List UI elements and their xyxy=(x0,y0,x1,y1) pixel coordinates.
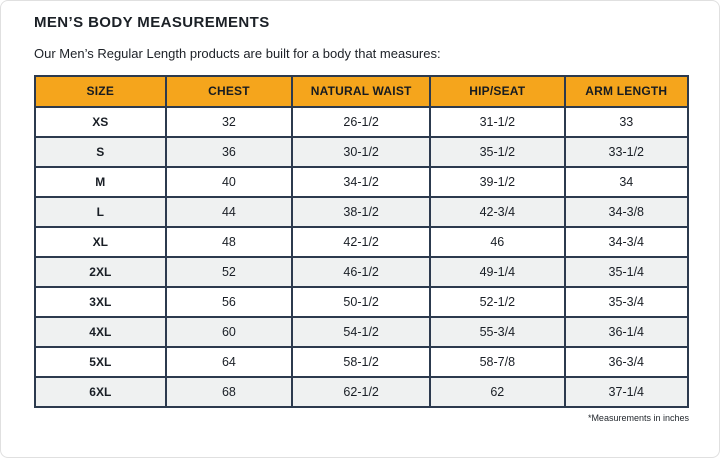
measurement-cell: 55-3/4 xyxy=(429,315,566,348)
intro-text: Our Men’s Regular Length products are bu… xyxy=(34,46,441,61)
measurement-cell: 68 xyxy=(164,375,294,408)
table-row: 4XL 60 54-1/2 55-3/4 36-1/4 xyxy=(34,315,690,348)
measurement-cell: 35-1/4 xyxy=(563,255,690,288)
measurement-cell: 49-1/4 xyxy=(429,255,566,288)
measurement-cell: 26-1/2 xyxy=(291,105,432,138)
measurement-cell: 52-1/2 xyxy=(429,285,566,318)
measurement-cell: 36 xyxy=(164,135,294,168)
measurement-cell: 52 xyxy=(164,255,294,288)
measurement-cell: 31-1/2 xyxy=(429,105,566,138)
measurement-cell: 56 xyxy=(164,285,294,318)
table-row: XL 48 42-1/2 46 34-3/4 xyxy=(34,225,690,258)
measurement-cell: 34-1/2 xyxy=(291,165,432,198)
column-header-chest: CHEST xyxy=(164,74,294,108)
footnote: *Measurements in inches xyxy=(587,412,689,423)
size-cell: L xyxy=(34,195,167,228)
measurement-cell: 64 xyxy=(164,345,294,378)
measurement-cell: 44 xyxy=(164,195,294,228)
measurement-cell: 34 xyxy=(563,165,690,198)
measurement-cell: 46 xyxy=(429,225,566,258)
table-row: 6XL 68 62-1/2 62 37-1/4 xyxy=(34,375,690,408)
measurement-cell: 40 xyxy=(164,165,294,198)
measurement-cell: 42-1/2 xyxy=(291,225,432,258)
measurement-cell: 42-3/4 xyxy=(429,195,566,228)
table-row: 2XL 52 46-1/2 49-1/4 35-1/4 xyxy=(34,255,690,288)
size-cell: 4XL xyxy=(34,315,167,348)
measurement-cell: 54-1/2 xyxy=(291,315,432,348)
measurement-cell: 33 xyxy=(563,105,690,138)
measurement-cell: 60 xyxy=(164,315,294,348)
measurement-cell: 62 xyxy=(429,375,566,408)
table-header-row: SIZE CHEST NATURAL WAIST HIP/SEAT ARM LE… xyxy=(34,74,690,108)
page-title: MEN’S BODY MEASUREMENTS xyxy=(34,14,270,31)
measurement-cell: 35-3/4 xyxy=(563,285,690,318)
size-cell: 5XL xyxy=(34,345,167,378)
measurement-cell: 36-1/4 xyxy=(563,315,690,348)
table-row: 5XL 64 58-1/2 58-7/8 36-3/4 xyxy=(34,345,690,378)
measurement-cell: 48 xyxy=(164,225,294,258)
size-cell: 2XL xyxy=(34,255,167,288)
size-cell: 6XL xyxy=(34,375,167,408)
measurement-cell: 62-1/2 xyxy=(291,375,432,408)
measurement-cell: 46-1/2 xyxy=(291,255,432,288)
table-row: S 36 30-1/2 35-1/2 33-1/2 xyxy=(34,135,690,168)
column-header-natural-waist: NATURAL WAIST xyxy=(291,74,432,108)
table-row: XS 32 26-1/2 31-1/2 33 xyxy=(34,105,690,138)
measurement-cell: 37-1/4 xyxy=(563,375,690,408)
measurement-cell: 50-1/2 xyxy=(291,285,432,318)
table-row: L 44 38-1/2 42-3/4 34-3/8 xyxy=(34,195,690,228)
size-cell: XS xyxy=(34,105,167,138)
measurement-cell: 36-3/4 xyxy=(563,345,690,378)
measurement-cell: 34-3/4 xyxy=(563,225,690,258)
measurement-cell: 34-3/8 xyxy=(563,195,690,228)
measurement-cell: 58-7/8 xyxy=(429,345,566,378)
measurement-cell: 33-1/2 xyxy=(563,135,690,168)
table-row: M 40 34-1/2 39-1/2 34 xyxy=(34,165,690,198)
size-cell: 3XL xyxy=(34,285,167,318)
measurement-cell: 39-1/2 xyxy=(429,165,566,198)
column-header-hip-seat: HIP/SEAT xyxy=(429,74,566,108)
measurement-cell: 35-1/2 xyxy=(429,135,566,168)
measurement-cell: 32 xyxy=(164,105,294,138)
table-row: 3XL 56 50-1/2 52-1/2 35-3/4 xyxy=(34,285,690,318)
measurement-cell: 38-1/2 xyxy=(291,195,432,228)
column-header-size: SIZE xyxy=(34,74,167,108)
size-cell: XL xyxy=(34,225,167,258)
measurements-table: SIZE CHEST NATURAL WAIST HIP/SEAT ARM LE… xyxy=(34,74,690,408)
measurement-cell: 58-1/2 xyxy=(291,345,432,378)
table-body: XS 32 26-1/2 31-1/2 33 S 36 30-1/2 35-1/2 33-1/2 M… xyxy=(34,105,690,408)
measurement-cell: 30-1/2 xyxy=(291,135,432,168)
size-cell: S xyxy=(34,135,167,168)
column-header-arm-length: ARM LENGTH xyxy=(563,74,690,108)
size-cell: M xyxy=(34,165,167,198)
